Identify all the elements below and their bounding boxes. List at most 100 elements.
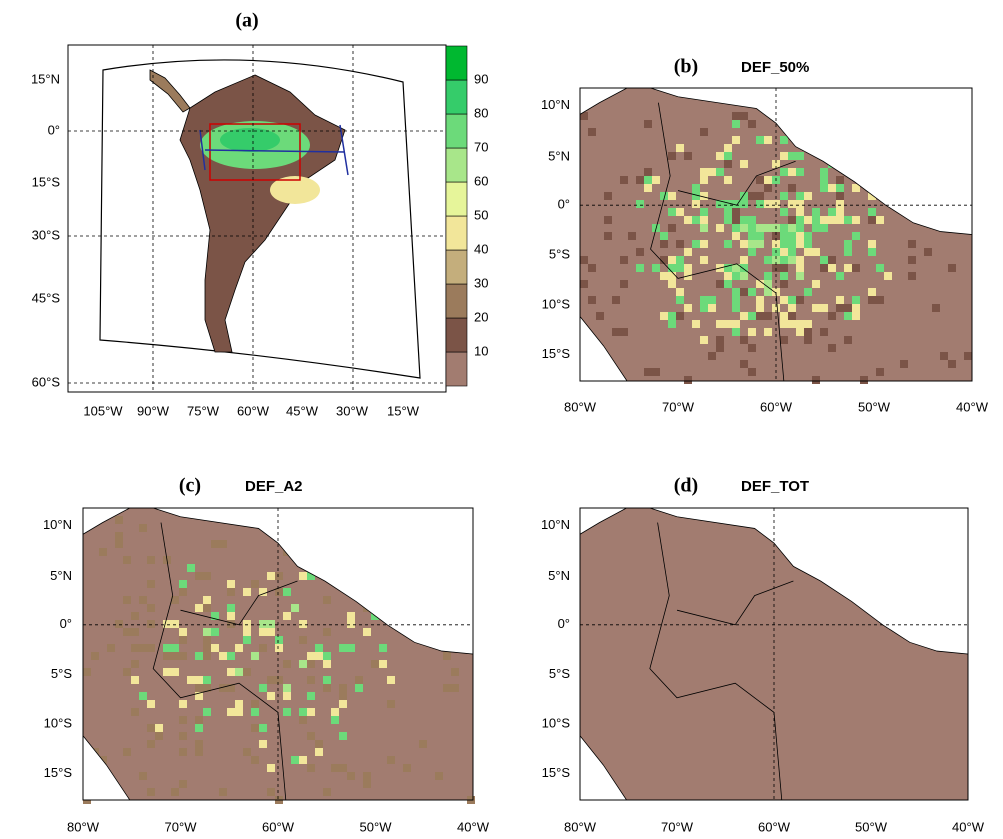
grid-cell: [836, 216, 844, 224]
grid-cell: [203, 676, 211, 684]
grid-cell: [139, 692, 147, 700]
grid-cell: [267, 676, 275, 684]
grid-cell: [836, 184, 844, 192]
grid-cell: [692, 240, 700, 248]
grid-cell: [379, 644, 387, 652]
grid-cell: [660, 240, 668, 248]
grid-cell: [323, 684, 331, 692]
grid-cell: [147, 556, 155, 564]
grid-cell: [403, 764, 411, 772]
lon-tick-label: 30°W: [336, 403, 369, 418]
grid-cell: [123, 668, 131, 676]
grid-cell: [908, 240, 916, 248]
colorbar-label: 30: [474, 275, 488, 290]
grid-cell: [836, 192, 844, 200]
grid-cell: [836, 296, 844, 304]
grid-cell: [740, 224, 748, 232]
grid-cell: [828, 256, 836, 264]
grid-cell: [780, 136, 788, 144]
grid-cell: [924, 248, 932, 256]
grid-cell: [211, 644, 219, 652]
grid-cell: [732, 296, 740, 304]
grid-cell: [780, 168, 788, 176]
grid-cell: [307, 764, 315, 772]
grid-cell: [740, 288, 748, 296]
grid-cell: [804, 320, 812, 328]
grid-cell: [804, 240, 812, 248]
grid-cell: [115, 516, 123, 524]
grid-cell: [259, 724, 267, 732]
grid-cell: [115, 540, 123, 548]
grid-cell: [251, 652, 259, 660]
grid-cell: [780, 264, 788, 272]
grid-cell: [227, 580, 235, 588]
lat-tick-label: 15°S: [32, 174, 61, 189]
grid-cell: [740, 360, 748, 368]
grid-cell: [323, 652, 331, 660]
grid-cell: [748, 216, 756, 224]
grid-cell: [756, 176, 764, 184]
grid-cell: [620, 280, 628, 288]
figure: (a)15°N0°15°S30°S45°S60°S105°W90°W75°W60…: [0, 0, 1003, 834]
grid-cell: [780, 256, 788, 264]
grid-cell: [283, 588, 291, 596]
lon-tick-label: 70°W: [662, 399, 695, 414]
grid-cell: [756, 136, 764, 144]
lat-tick-label: 10°N: [43, 517, 72, 532]
lat-tick-label: 5°S: [549, 246, 570, 261]
grid-cell: [179, 780, 187, 788]
grid-cell: [147, 740, 155, 748]
grid-cell: [179, 580, 187, 588]
grid-cell: [275, 572, 283, 580]
grid-cell: [139, 524, 147, 532]
colorbar-box: [446, 114, 467, 148]
grid-cell: [299, 620, 307, 628]
grid-cell: [692, 184, 700, 192]
grid-cell: [740, 336, 748, 344]
grid-cell: [267, 572, 275, 580]
lon-tick-label: 60°W: [237, 403, 270, 418]
grid-cell: [716, 344, 724, 352]
grid-cell: [700, 256, 708, 264]
grid-cell: [588, 264, 596, 272]
lat-tick-label: 15°S: [542, 346, 571, 361]
grid-cell: [964, 352, 972, 360]
grid-cell: [884, 272, 892, 280]
grid-cell: [668, 272, 676, 280]
grid-cell: [243, 628, 251, 636]
grid-cell: [187, 564, 195, 572]
grid-cell: [243, 748, 251, 756]
grid-cell: [203, 572, 211, 580]
lat-tick-label: 15°S: [542, 765, 571, 780]
grid-cell: [307, 692, 315, 700]
colorbar-label: 60: [474, 173, 488, 188]
grid-cell: [836, 176, 844, 184]
lat-tick-label: 30°S: [32, 227, 61, 242]
grid-cell: [796, 256, 804, 264]
panel-label: (d): [674, 475, 698, 497]
colorbar-label: 40: [474, 241, 488, 256]
forest-region: [220, 128, 280, 152]
grid-cell: [307, 660, 315, 668]
grid-cell: [732, 136, 740, 144]
grid-cell: [756, 240, 764, 248]
grid-cell: [636, 200, 644, 208]
grid-cell: [307, 708, 315, 716]
grid-cell: [700, 304, 708, 312]
grid-cell: [684, 376, 692, 384]
grid-cell: [379, 660, 387, 668]
grid-cell: [131, 628, 139, 636]
grid-cell: [331, 716, 339, 724]
grid-cell: [179, 748, 187, 756]
grid-cell: [716, 224, 724, 232]
grid-cell: [948, 360, 956, 368]
grid-cell: [684, 248, 692, 256]
grid-cell: [724, 152, 732, 160]
grid-cell: [828, 344, 836, 352]
grid-cell: [307, 732, 315, 740]
colorbar-box: [446, 216, 467, 250]
lat-tick-label: 0°: [60, 616, 72, 631]
grid-cell: [852, 312, 860, 320]
grid-cell: [299, 572, 307, 580]
map-panel: [580, 88, 972, 384]
